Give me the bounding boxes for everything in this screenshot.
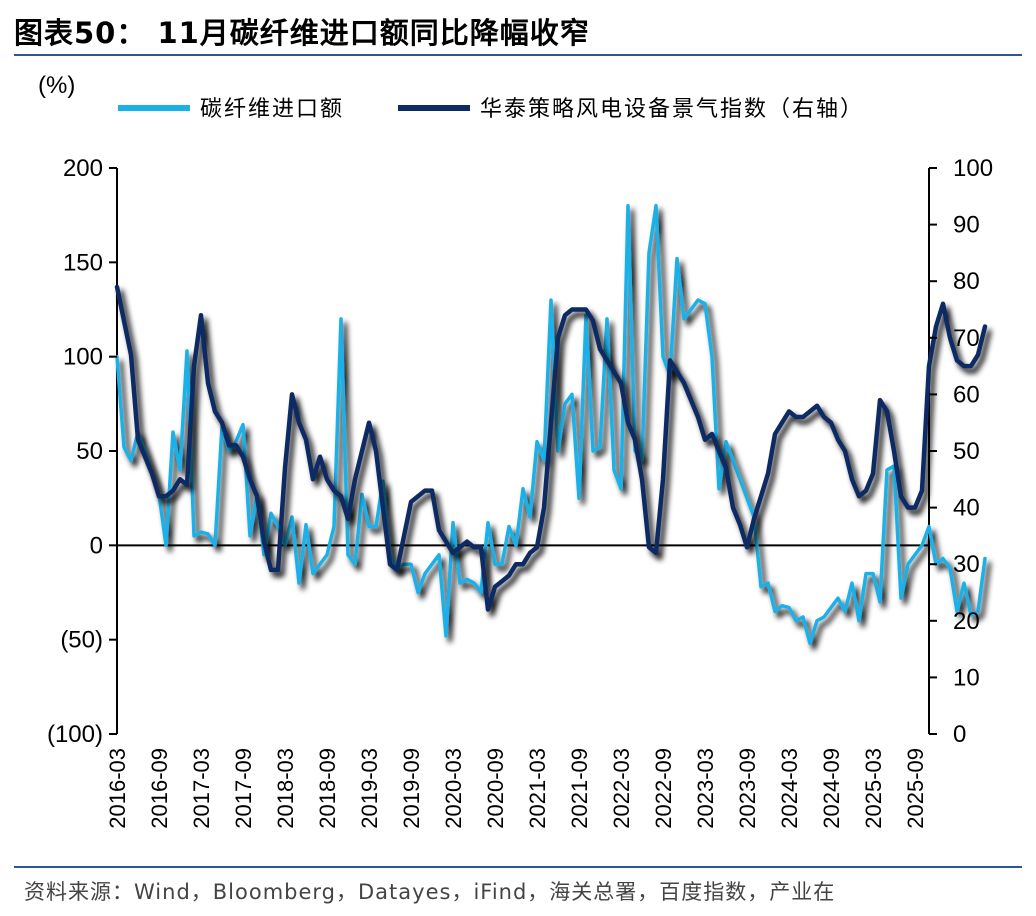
x-tick-label: 2022-03 <box>609 748 634 829</box>
chart-area: (%) 碳纤维进口额 华泰策略风电设备景气指数（右轴） 200150100500… <box>38 72 993 829</box>
x-tick-label: 2018-09 <box>315 748 340 829</box>
right-y-tick-label: 100 <box>953 155 993 182</box>
left-y-tick-label: 0 <box>90 532 103 559</box>
x-tick-label: 2017-09 <box>231 748 256 829</box>
x-tick-label: 2022-09 <box>651 748 676 829</box>
right-y-tick-label: 70 <box>953 325 980 352</box>
x-tick-label: 2019-03 <box>357 748 382 829</box>
x-tick-label: 2016-09 <box>147 748 172 829</box>
right-y-tick-label: 60 <box>953 381 980 408</box>
legend-label-imports: 碳纤维进口额 <box>200 97 344 122</box>
x-tick-label: 2025-03 <box>861 748 886 829</box>
x-tick-label: 2019-09 <box>399 748 424 829</box>
right-y-tick-label: 80 <box>953 268 980 295</box>
title-divider <box>14 54 1022 56</box>
right-y-tick-label: 0 <box>953 721 966 748</box>
x-tick-label: 2024-09 <box>819 748 844 829</box>
left-y-tick-label: 150 <box>63 249 103 276</box>
x-tick-label: 2023-09 <box>735 748 760 829</box>
right-y-tick-label: 20 <box>953 608 980 635</box>
left-y-tick-label: (50) <box>60 627 103 654</box>
right-y-tick-label: 40 <box>953 495 980 522</box>
x-tick-label: 2021-09 <box>567 748 592 829</box>
legend-label-index: 华泰策略风电设备景气指数（右轴） <box>480 97 864 122</box>
x-tick-label: 2023-03 <box>693 748 718 829</box>
x-tick-label: 2020-09 <box>483 748 508 829</box>
x-tick-label: 2021-03 <box>525 748 550 829</box>
legend: 碳纤维进口额 华泰策略风电设备景气指数（右轴） <box>118 97 864 122</box>
figure-title: 图表50： 11月碳纤维进口额同比降幅收窄 <box>14 16 590 50</box>
x-tick-label: 2018-03 <box>273 748 298 829</box>
x-tick-label: 2020-03 <box>441 748 466 829</box>
x-tick-label: 2025-09 <box>903 748 928 829</box>
left-y-tick-label: 100 <box>63 344 103 371</box>
series-line-index <box>114 284 988 612</box>
x-tick-label: 2016-03 <box>105 748 130 829</box>
y-unit-label: (%) <box>38 72 75 99</box>
right-y-tick-label: 10 <box>953 664 980 691</box>
footer-divider <box>14 866 1022 868</box>
right-y-tick-label: 50 <box>953 438 980 465</box>
source-note: 资料来源：Wind，Bloomberg，Datayes，iFind，海关总署，百… <box>24 880 836 904</box>
x-tick-label: 2017-03 <box>189 748 214 829</box>
left-y-tick-label: 200 <box>63 155 103 182</box>
right-y-tick-label: 30 <box>953 551 980 578</box>
x-tick-label: 2024-03 <box>777 748 802 829</box>
right-y-tick-label: 90 <box>953 212 980 239</box>
left-y-tick-label: (100) <box>47 721 103 748</box>
left-y-tick-label: 50 <box>76 438 103 465</box>
